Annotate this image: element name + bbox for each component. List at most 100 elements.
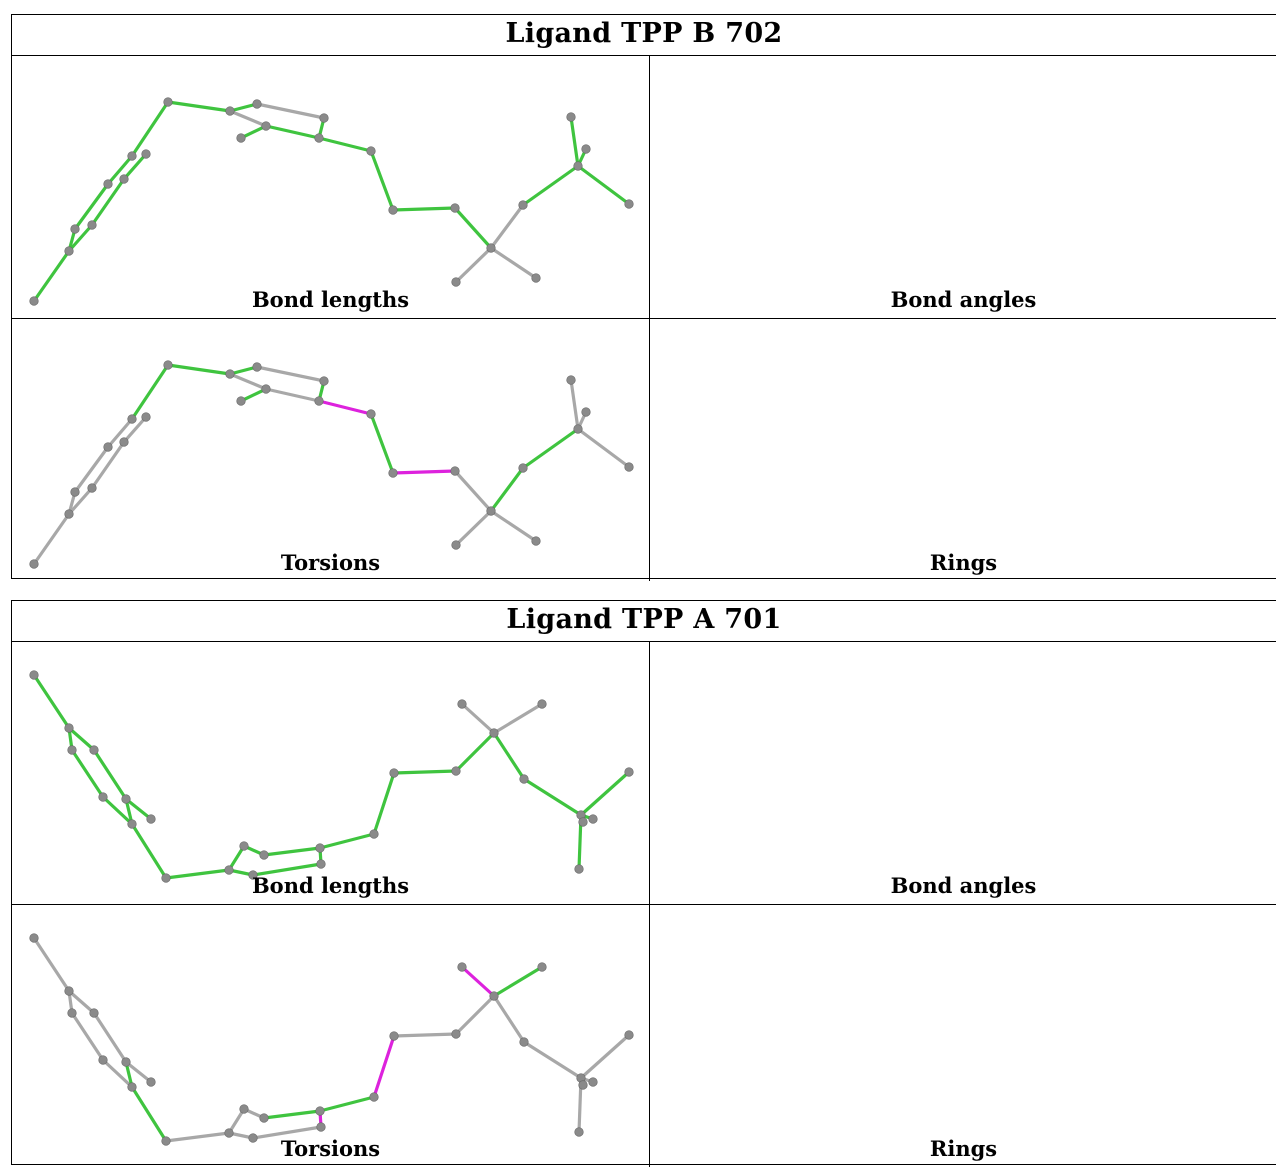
- bond: [454, 246, 493, 284]
- bond: [130, 363, 170, 421]
- panel-label: Bond lengths: [251, 873, 410, 898]
- molecule-diagram: [650, 319, 1276, 581]
- atom: [163, 360, 173, 370]
- panel-bond-angles: Bond angles: [650, 642, 1276, 904]
- bond: [73, 182, 110, 231]
- atom: [225, 369, 235, 379]
- atom: [519, 1037, 529, 1047]
- panel-row: Bond lengths Bond angles: [12, 56, 1276, 318]
- atom: [389, 1031, 399, 1041]
- panel-label: Bond angles: [890, 287, 1037, 312]
- molecule-diagram: [29, 670, 634, 883]
- bond: [90, 440, 126, 490]
- atom: [127, 1082, 137, 1092]
- ligand-block-b702: Ligand TPP B 702 Bond lengths Bond angle…: [11, 14, 1276, 581]
- molecule-diagram: [650, 56, 1276, 318]
- atom: [450, 466, 460, 476]
- atom: [486, 243, 496, 253]
- bond: [130, 1085, 168, 1143]
- bond: [454, 994, 496, 1036]
- bond: [569, 115, 580, 168]
- atom: [146, 1077, 156, 1087]
- atom: [98, 1055, 108, 1065]
- bond: [164, 1131, 231, 1143]
- atom: [261, 121, 271, 131]
- atom: [224, 865, 234, 875]
- atom: [64, 246, 74, 256]
- bond: [32, 936, 71, 993]
- atom: [581, 144, 591, 154]
- atom: [451, 1029, 461, 1039]
- bond: [239, 124, 268, 140]
- atom: [519, 774, 529, 784]
- atom: [581, 407, 591, 417]
- bond: [32, 249, 71, 303]
- bond: [489, 246, 538, 280]
- atom: [89, 1008, 99, 1018]
- atom: [518, 200, 528, 210]
- panel-bond-angles: Bond angles: [650, 56, 1276, 318]
- bond: [460, 702, 496, 735]
- panel-label: Torsions: [280, 1136, 381, 1161]
- atom: [316, 1122, 326, 1132]
- atom: [87, 220, 97, 230]
- atom: [451, 540, 461, 550]
- bond: [460, 965, 496, 998]
- atom: [457, 962, 467, 972]
- bond: [391, 469, 457, 475]
- atom: [574, 864, 584, 874]
- atom: [624, 1030, 634, 1040]
- atom: [146, 814, 156, 824]
- atom: [259, 850, 269, 860]
- bond: [492, 965, 544, 998]
- molecule-diagram: [29, 97, 634, 306]
- atom: [366, 409, 376, 419]
- panel-rings: Rings: [650, 905, 1276, 1167]
- atom: [489, 728, 499, 738]
- atom: [87, 483, 97, 493]
- bond: [579, 1033, 631, 1080]
- atom: [225, 106, 235, 116]
- atom: [316, 859, 326, 869]
- atom: [624, 462, 634, 472]
- bond: [521, 427, 580, 470]
- atom: [236, 133, 246, 143]
- atom: [119, 437, 129, 447]
- atom: [314, 396, 324, 406]
- bond: [239, 387, 268, 403]
- molecule-diagram: [650, 642, 1276, 904]
- bond: [73, 445, 110, 494]
- atom: [531, 536, 541, 546]
- atom: [121, 1057, 131, 1067]
- bond: [576, 164, 631, 206]
- atom: [29, 296, 39, 306]
- molecule-diagram: [650, 905, 1276, 1167]
- atom: [315, 1106, 325, 1116]
- atom: [574, 1127, 584, 1137]
- atom: [127, 819, 137, 829]
- atom: [103, 442, 113, 452]
- bond: [318, 832, 376, 850]
- bond: [228, 372, 268, 391]
- bond: [106, 417, 134, 449]
- atom: [518, 463, 528, 473]
- panel-row: Torsions Rings: [12, 904, 1276, 1167]
- panel-torsions: Torsions: [12, 319, 650, 581]
- panel-torsions: Torsions: [12, 905, 650, 1167]
- atom: [451, 277, 461, 287]
- bond: [32, 512, 71, 566]
- bond: [228, 365, 259, 376]
- atom: [163, 97, 173, 107]
- bond: [264, 124, 321, 140]
- atom: [70, 224, 80, 234]
- bond: [67, 486, 94, 516]
- bond: [391, 206, 457, 212]
- atom: [369, 829, 379, 839]
- atom: [388, 468, 398, 478]
- atom: [486, 506, 496, 516]
- molecule-diagram: [29, 360, 634, 569]
- bond: [130, 822, 168, 880]
- atom: [252, 99, 262, 109]
- bond: [92, 748, 128, 801]
- bond: [70, 1011, 105, 1062]
